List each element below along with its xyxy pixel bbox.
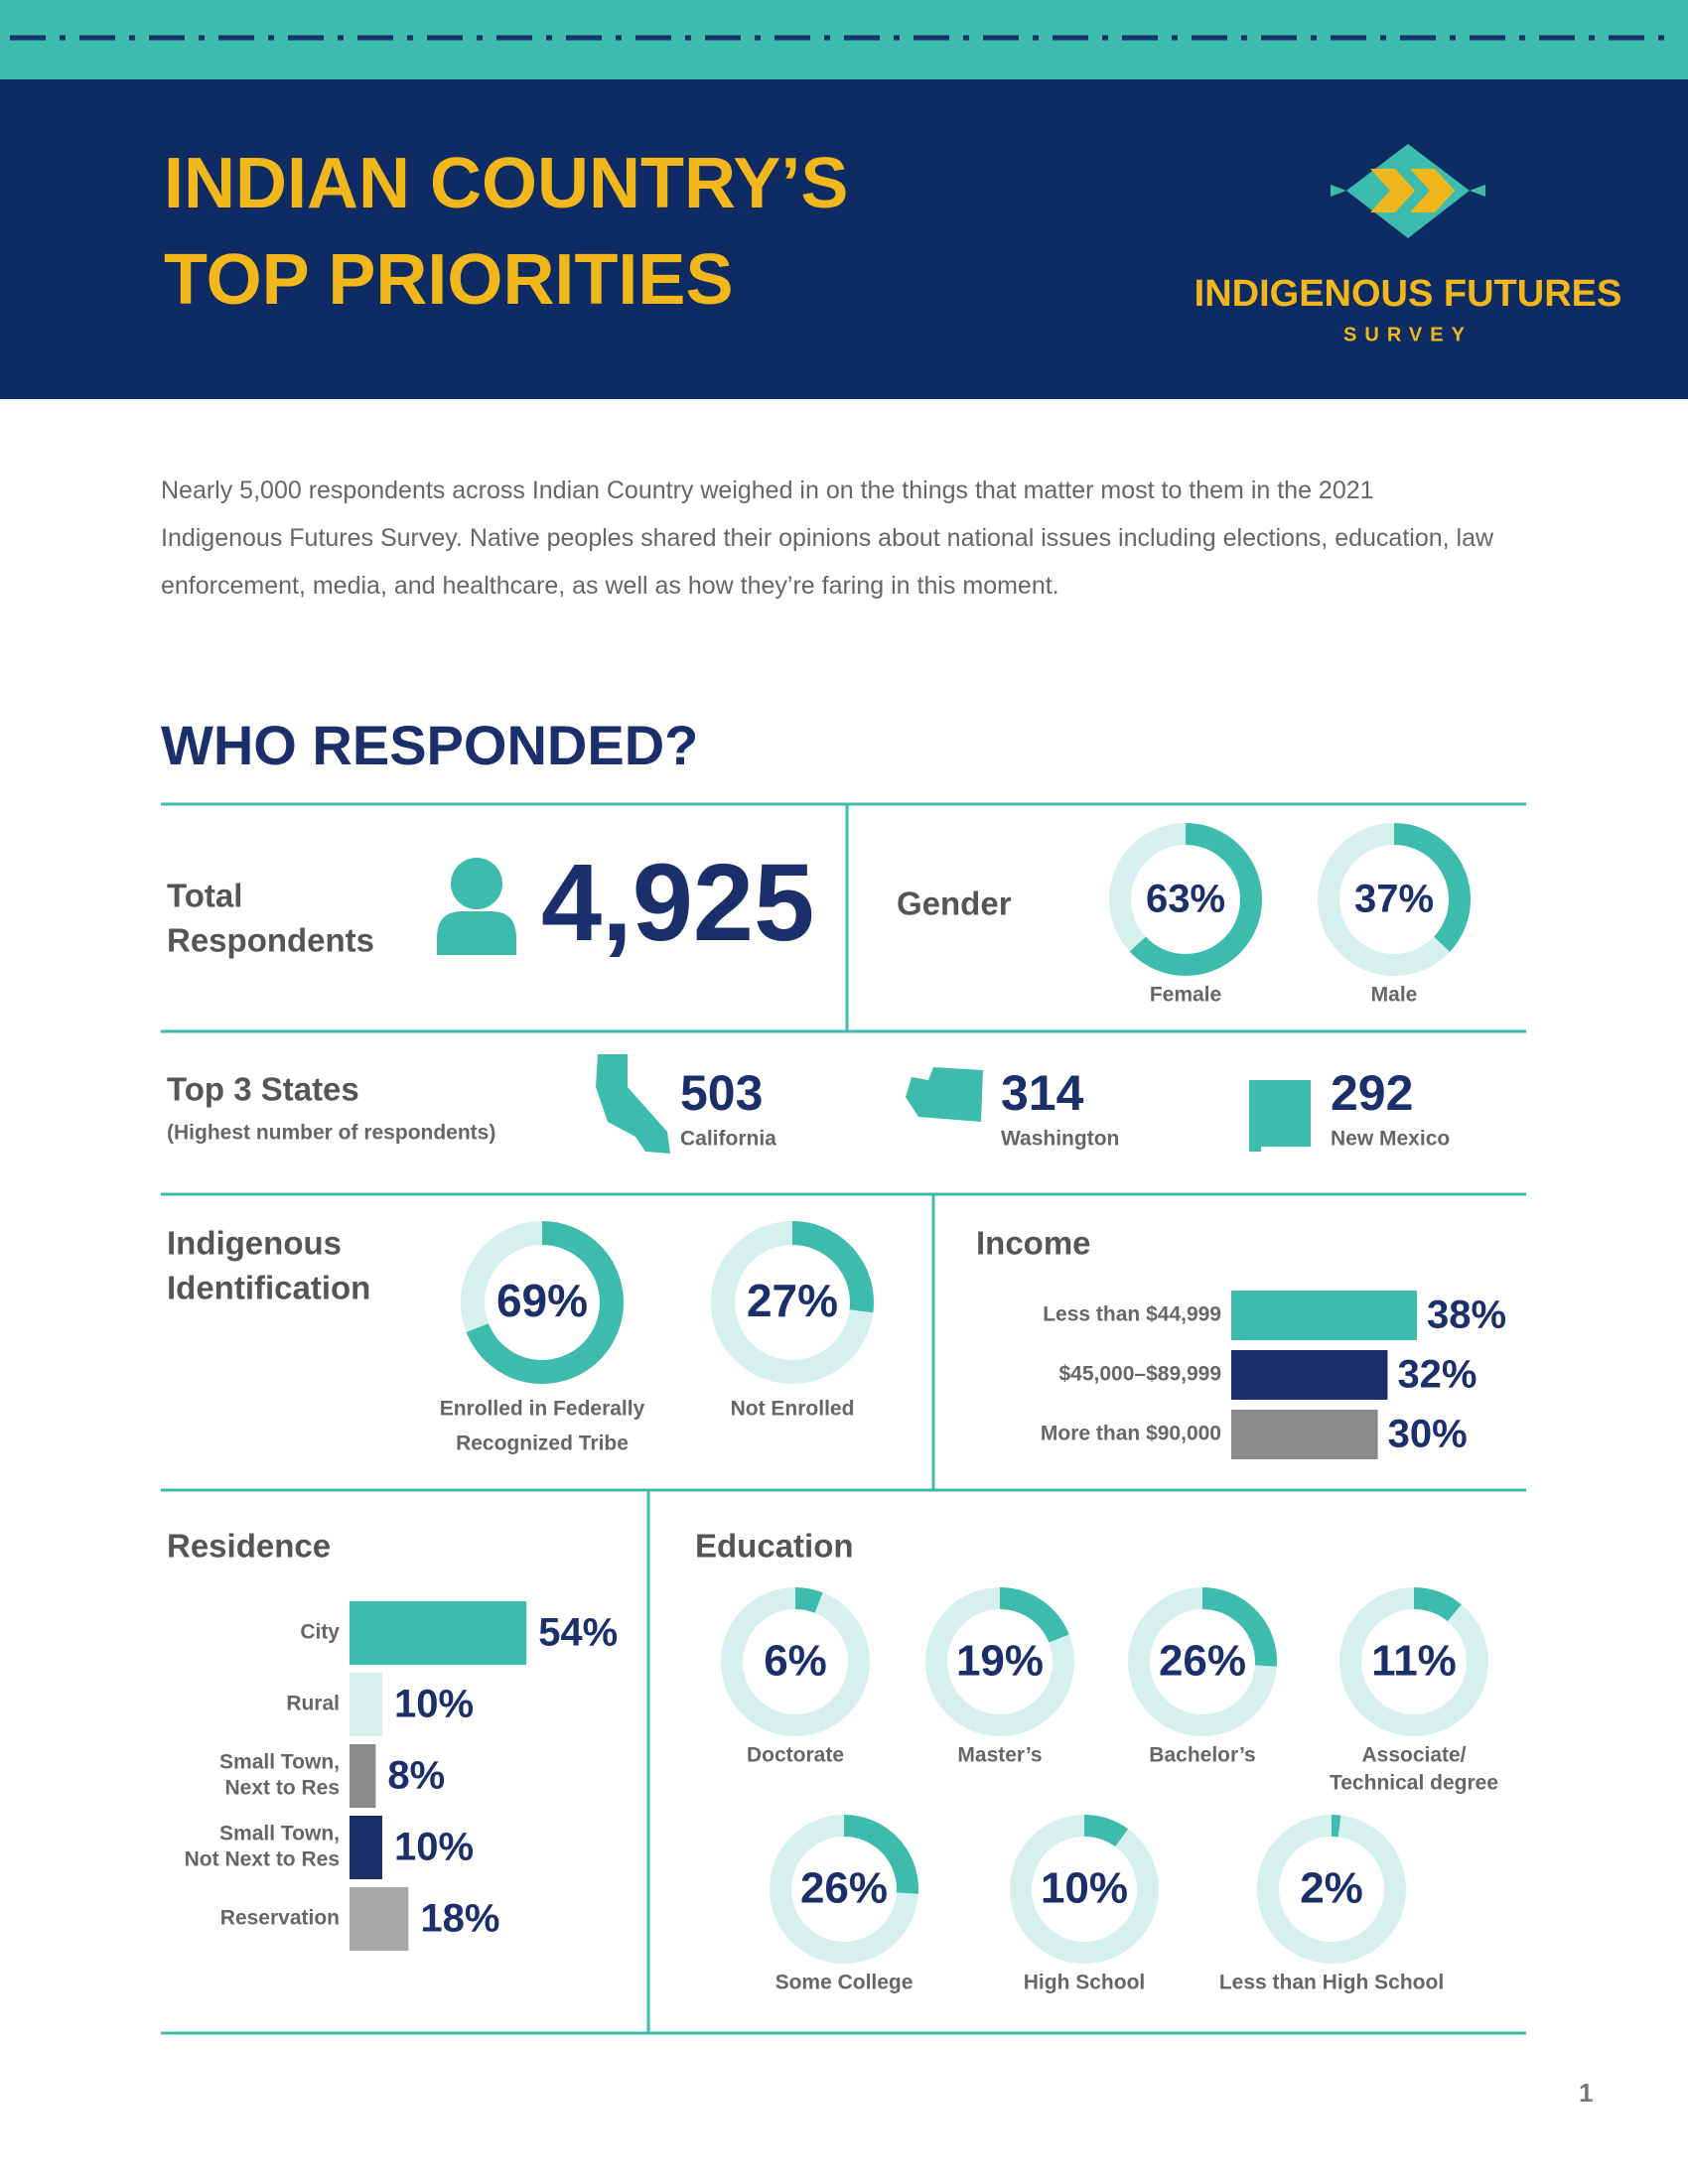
section-label: Respondents [167,922,374,959]
section-note: (Highest number of respondents) [167,1122,495,1145]
new-mexico-shape [1249,1080,1311,1152]
donut-arc [1339,1587,1488,1736]
bar [1231,1291,1417,1340]
donut-arc [770,1815,918,1964]
section-label: Residence [167,1528,331,1565]
donut-arc [1257,1815,1406,1964]
bar-name: Less than $44,999 [1043,1303,1221,1326]
section-label: Total [167,878,242,914]
donut-name: Bachelor’s [1149,1744,1255,1767]
state-count: 314 [1001,1065,1084,1121]
bar [350,1887,409,1951]
donut-name: Enrolled in Federally [440,1398,645,1421]
donut-name: Female [1150,984,1221,1007]
donut-arc [1318,823,1471,976]
donut-arc [1010,1815,1159,1964]
state-name: New Mexico [1331,1128,1450,1151]
title: TOP PRIORITIES [164,240,733,320]
donut-name: Technical degree [1330,1772,1498,1795]
title: INDIAN COUNTRY’S [164,144,848,223]
section-label: Income [976,1225,1091,1262]
bar-name: More than $90,000 [1041,1423,1221,1445]
donut-arc [1109,823,1262,976]
bar [1231,1350,1388,1400]
donut-label: 11% [1371,1637,1457,1686]
donut-label: 26% [800,1864,888,1913]
bar-name: Rural [286,1693,340,1715]
donut-arc [925,1587,1074,1736]
section-label: Top 3 States [167,1071,359,1108]
logo-sub: SURVEY [1343,324,1473,345]
bar-name: Next to Res [224,1777,340,1800]
bar-label: 30% [1388,1413,1468,1456]
bar-label: 10% [394,1683,474,1726]
state-count: 292 [1331,1065,1413,1121]
donut-label: 37% [1354,878,1434,921]
bar-name: Not Next to Res [185,1848,340,1871]
donut-label: 26% [1159,1637,1246,1686]
state-name: Washington [1001,1128,1119,1151]
donut-name: Recognized Tribe [456,1433,629,1455]
washington-shape [906,1067,983,1122]
bar [350,1673,382,1736]
logo-name: INDIGENOUS FUTURES [1195,273,1622,315]
bar-label: 38% [1427,1294,1506,1337]
bar-name: $45,000–$89,999 [1059,1363,1222,1386]
section-label: Indigenous [167,1225,342,1262]
donut-label: 63% [1146,878,1225,921]
donut-name: Not Enrolled [731,1398,855,1421]
bar-name: Small Town, [219,1751,340,1774]
intro: Nearly 5,000 respondents across Indian C… [161,477,1494,600]
section-label: Identification [167,1270,370,1306]
person-icon [437,858,516,955]
donut-arc [461,1221,624,1384]
donut-label: 19% [956,1637,1044,1686]
donut-label: 10% [1041,1864,1128,1913]
section-label: Gender [897,886,1012,922]
donut-name: High School [1024,1972,1146,1994]
bar-label: 8% [387,1754,445,1798]
bar-label: 18% [420,1897,499,1941]
bar-name: Small Town, [219,1823,340,1845]
state-name: California [680,1128,776,1151]
section-title: WHO RESPONDED? [161,714,698,776]
donut-label: 69% [496,1275,588,1326]
section-label: Education [695,1528,854,1565]
donut-label: 27% [747,1275,838,1326]
bar-name: Reservation [220,1907,340,1930]
donut-label: 2% [1300,1864,1363,1913]
dividers [161,802,1526,2035]
bar-label: 54% [538,1611,618,1655]
state-count: 503 [680,1065,763,1121]
page-number: 1 [1579,2078,1593,2108]
bar [350,1601,527,1665]
donut-name: Male [1371,984,1418,1007]
bar-label: 10% [394,1826,474,1869]
donut-name: Doctorate [747,1744,844,1767]
bar-label: 32% [1397,1353,1477,1397]
bar [350,1744,376,1808]
bar-name: City [300,1621,340,1644]
header-band [0,79,1688,399]
donut-arc [711,1221,874,1384]
donut-arc [1128,1587,1277,1736]
donut-name: Associate/ [1361,1744,1466,1767]
donut-arc [721,1587,870,1736]
bar [350,1816,382,1879]
donut-name: Less than High School [1219,1972,1444,1994]
california-shape [596,1054,670,1154]
bar [1231,1410,1378,1459]
donut-name: Some College [775,1972,914,1994]
logo-icon [1331,144,1485,238]
donut-name: Master’s [957,1744,1042,1767]
total-value: 4,925 [541,842,814,964]
donut-label: 6% [764,1637,827,1686]
